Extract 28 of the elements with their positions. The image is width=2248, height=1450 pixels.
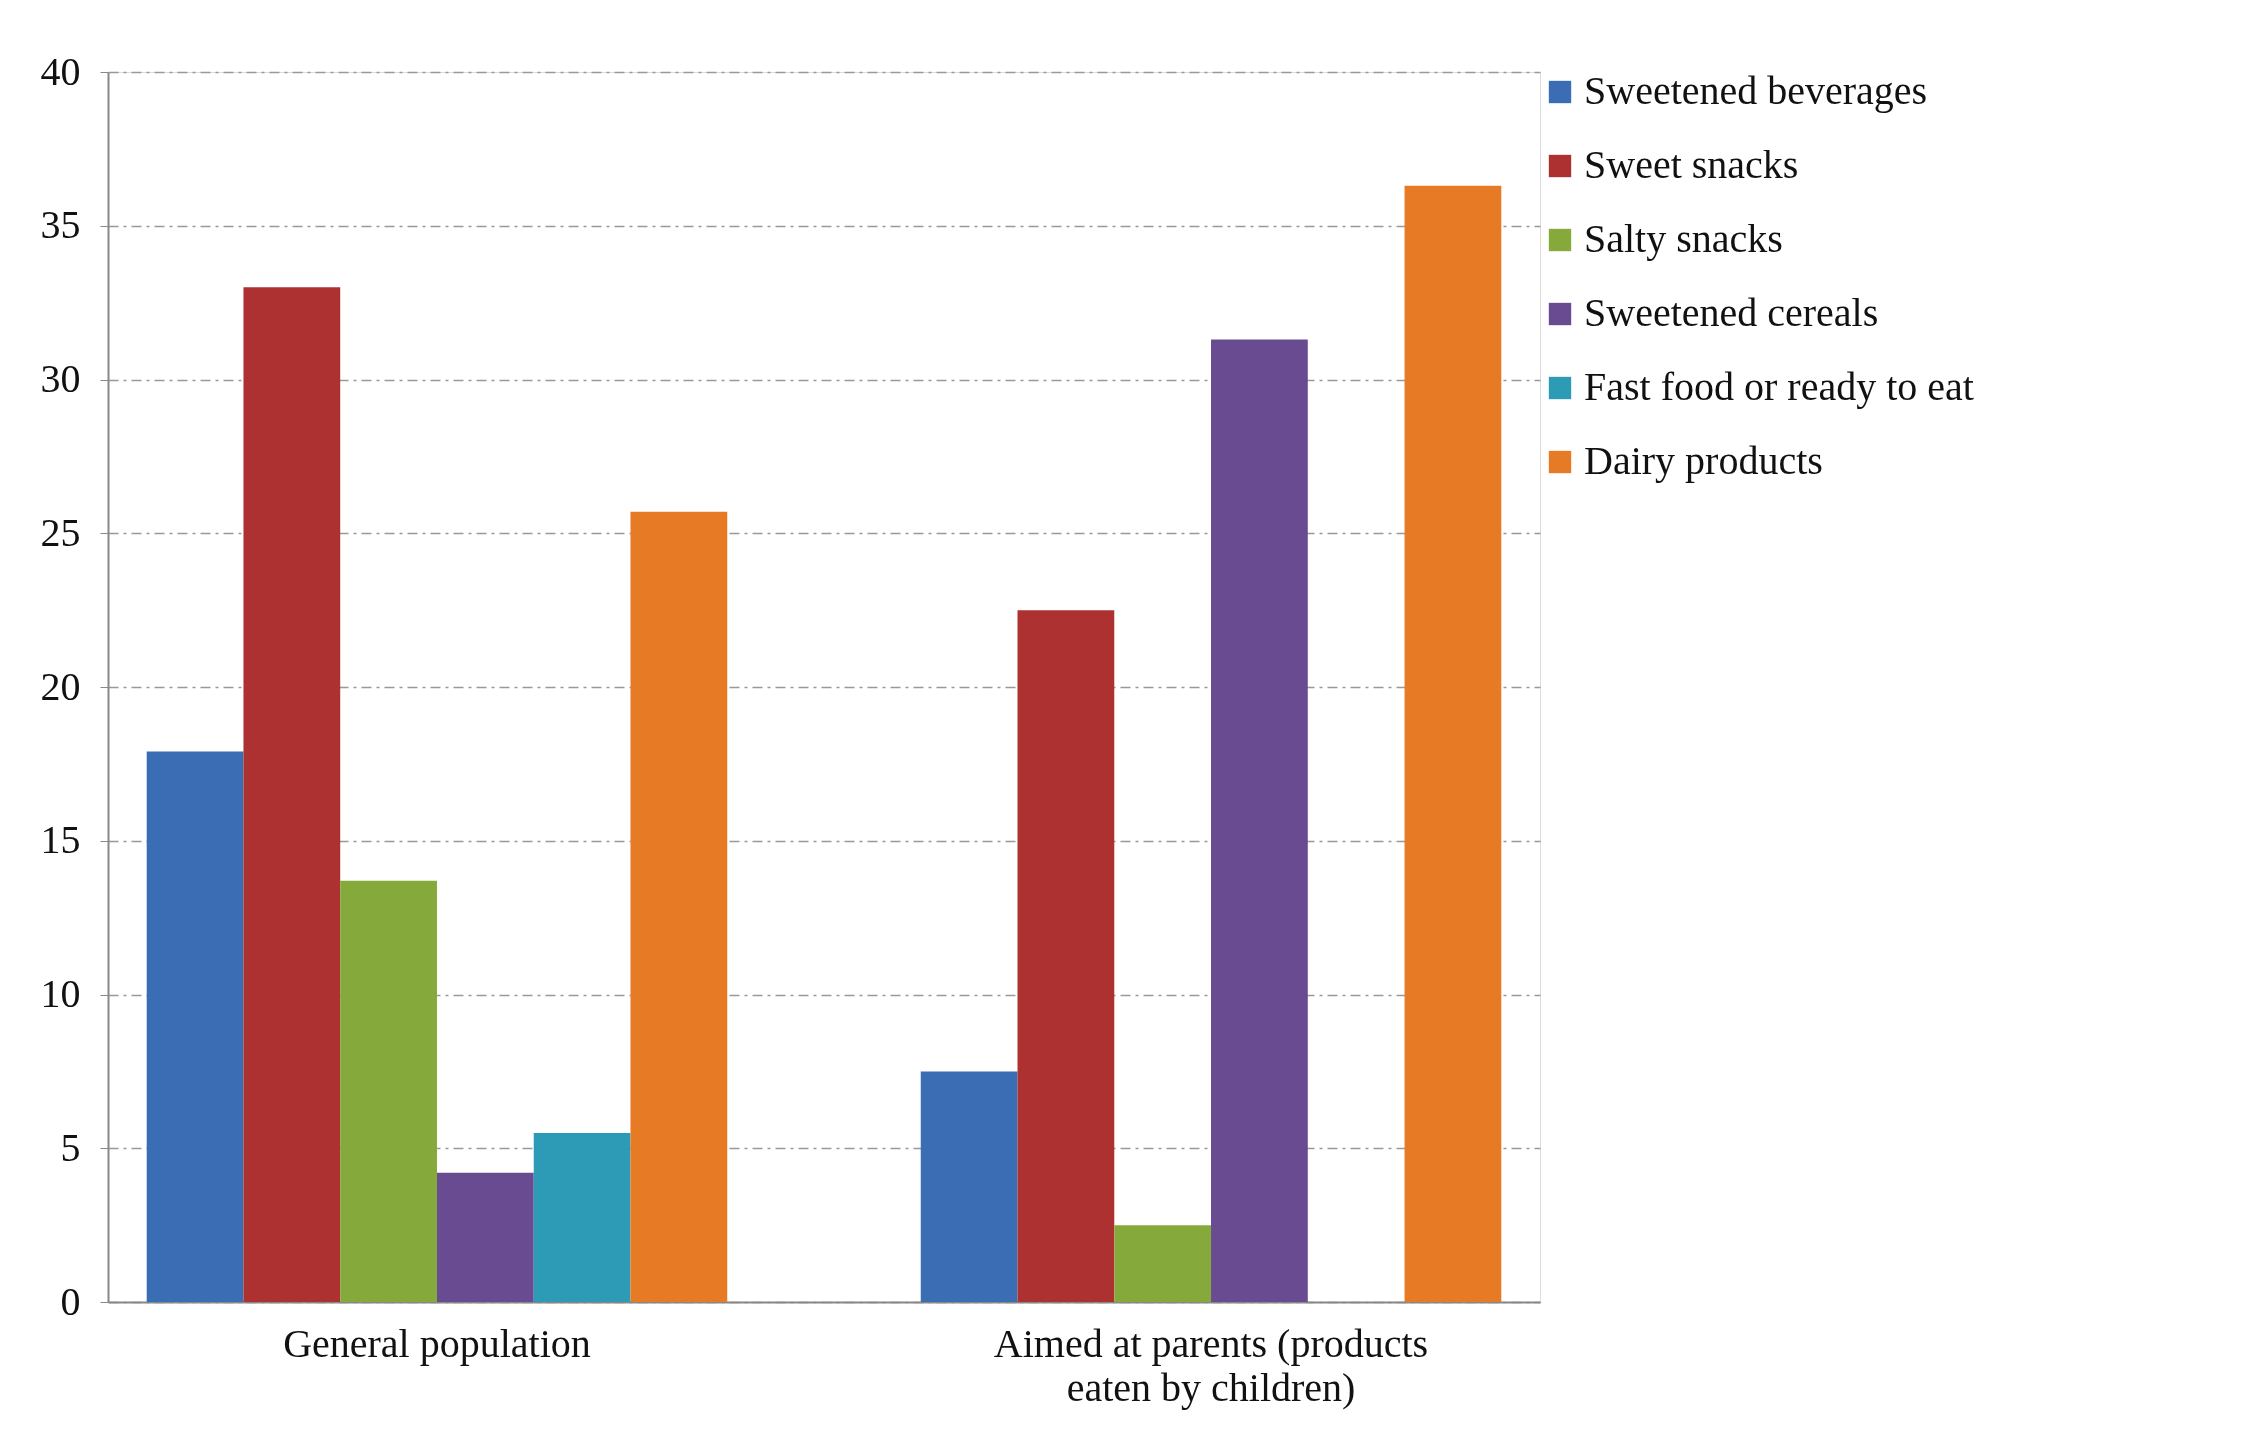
bar [1114, 1225, 1212, 1302]
x-tick-label: Aimed at parents (products eaten by children) [993, 1320, 1429, 1410]
legend-label: Sweetened beverages [1584, 68, 1928, 113]
y-tick-label: 5 [60, 1124, 81, 1170]
legend-label: Sweetened cereals [1584, 290, 1879, 335]
y-tick-label: 25 [40, 509, 81, 555]
y-tick-label: 10 [40, 971, 81, 1016]
bar [436, 1172, 534, 1302]
bar [1404, 185, 1502, 1302]
bar [1017, 610, 1115, 1302]
legend-label: Dairy products [1584, 438, 1823, 483]
y-tick-label: 35 [40, 202, 81, 248]
legend-label: Salty snacks [1584, 216, 1783, 261]
y-tick-label: 30 [40, 356, 81, 401]
bar [1211, 339, 1308, 1302]
bar [920, 1071, 1018, 1302]
bar [630, 511, 728, 1302]
bar [243, 287, 341, 1302]
bar [146, 751, 244, 1302]
y-tick-label: 15 [40, 817, 81, 863]
y-tick-label: 40 [40, 48, 81, 94]
y-tick-label: 0 [60, 1278, 81, 1324]
bar [340, 880, 437, 1302]
legend-label: Fast food or ready to eat [1584, 364, 1974, 409]
x-tick-label: General population [283, 1320, 591, 1366]
legend-label: Sweet snacks [1584, 142, 1799, 187]
y-tick-label: 20 [40, 663, 81, 709]
bar [533, 1132, 631, 1302]
